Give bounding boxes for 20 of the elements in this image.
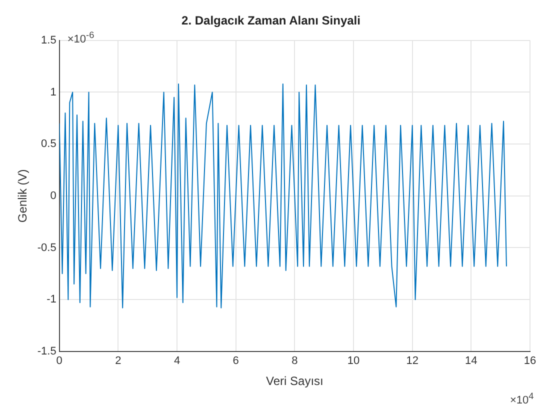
annotation: ×10$^{-6}$ bbox=[67, 30, 94, 46]
chart-title: 2. Dalgacık Zaman Alanı Sinyali bbox=[182, 14, 360, 28]
x-tick-label: 8 bbox=[292, 355, 298, 368]
y-tick-label: 0 bbox=[50, 190, 56, 202]
y-tick-label: -0.5 bbox=[37, 242, 56, 254]
x-tick-label: 4 bbox=[174, 355, 180, 368]
x-axis-title: Veri Sayısı bbox=[266, 374, 324, 388]
x-tick-label: 10 bbox=[347, 355, 360, 368]
y-axis-title: Genlik (V) bbox=[16, 169, 30, 223]
text: ×10$^{4}$ bbox=[510, 391, 534, 408]
x-tick-label: 16 bbox=[524, 355, 536, 368]
y-tick-label: 0.5 bbox=[41, 138, 56, 150]
x-tick-label: 14 bbox=[465, 355, 478, 368]
x-tick-label: 6 bbox=[232, 355, 239, 368]
y-tick-label: -1.5 bbox=[37, 345, 56, 358]
x-tick-label: 2 bbox=[115, 355, 122, 368]
y-tick-label: -1 bbox=[46, 294, 56, 306]
x-tick-label: 12 bbox=[406, 355, 418, 368]
y-tick-label: 1.5 bbox=[41, 34, 56, 46]
y-tick-label: 1 bbox=[50, 86, 56, 98]
